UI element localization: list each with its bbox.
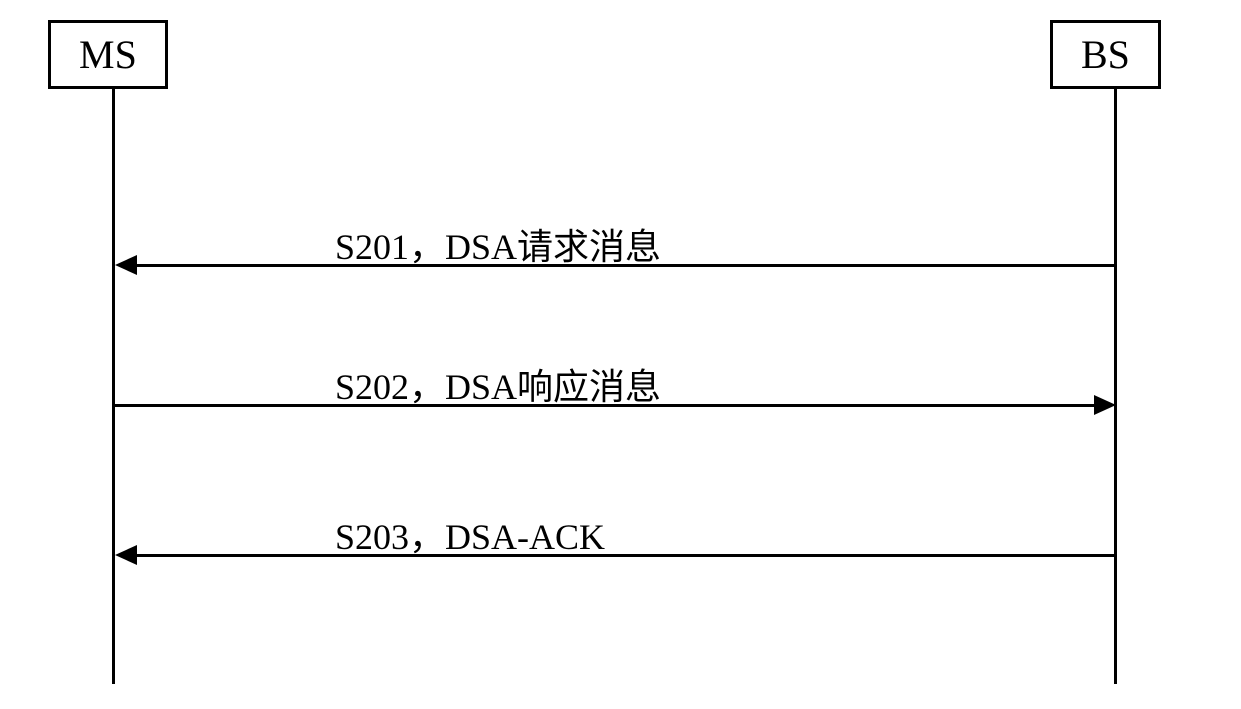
message-s203-line — [130, 554, 1115, 557]
message-s202-line — [115, 404, 1097, 407]
sequence-diagram: MS BS S201，DSA请求消息 S202，DSA响应消息 S203，DSA… — [0, 0, 1241, 709]
message-s203-arrowhead — [115, 545, 137, 565]
participant-bs-label: BS — [1081, 32, 1130, 77]
lifeline-bs — [1114, 86, 1117, 684]
participant-bs-box: BS — [1050, 20, 1161, 89]
message-s203-label: S203，DSA-ACK — [335, 508, 605, 560]
participant-ms-box: MS — [48, 20, 168, 89]
message-s202-arrowhead — [1094, 395, 1116, 415]
message-s201-label: S201，DSA请求消息 — [335, 218, 661, 270]
message-s202-label: S202，DSA响应消息 — [335, 358, 661, 410]
message-s201-arrowhead — [115, 255, 137, 275]
lifeline-ms — [112, 86, 115, 684]
participant-ms-label: MS — [79, 32, 137, 77]
message-s201-line — [130, 264, 1115, 267]
